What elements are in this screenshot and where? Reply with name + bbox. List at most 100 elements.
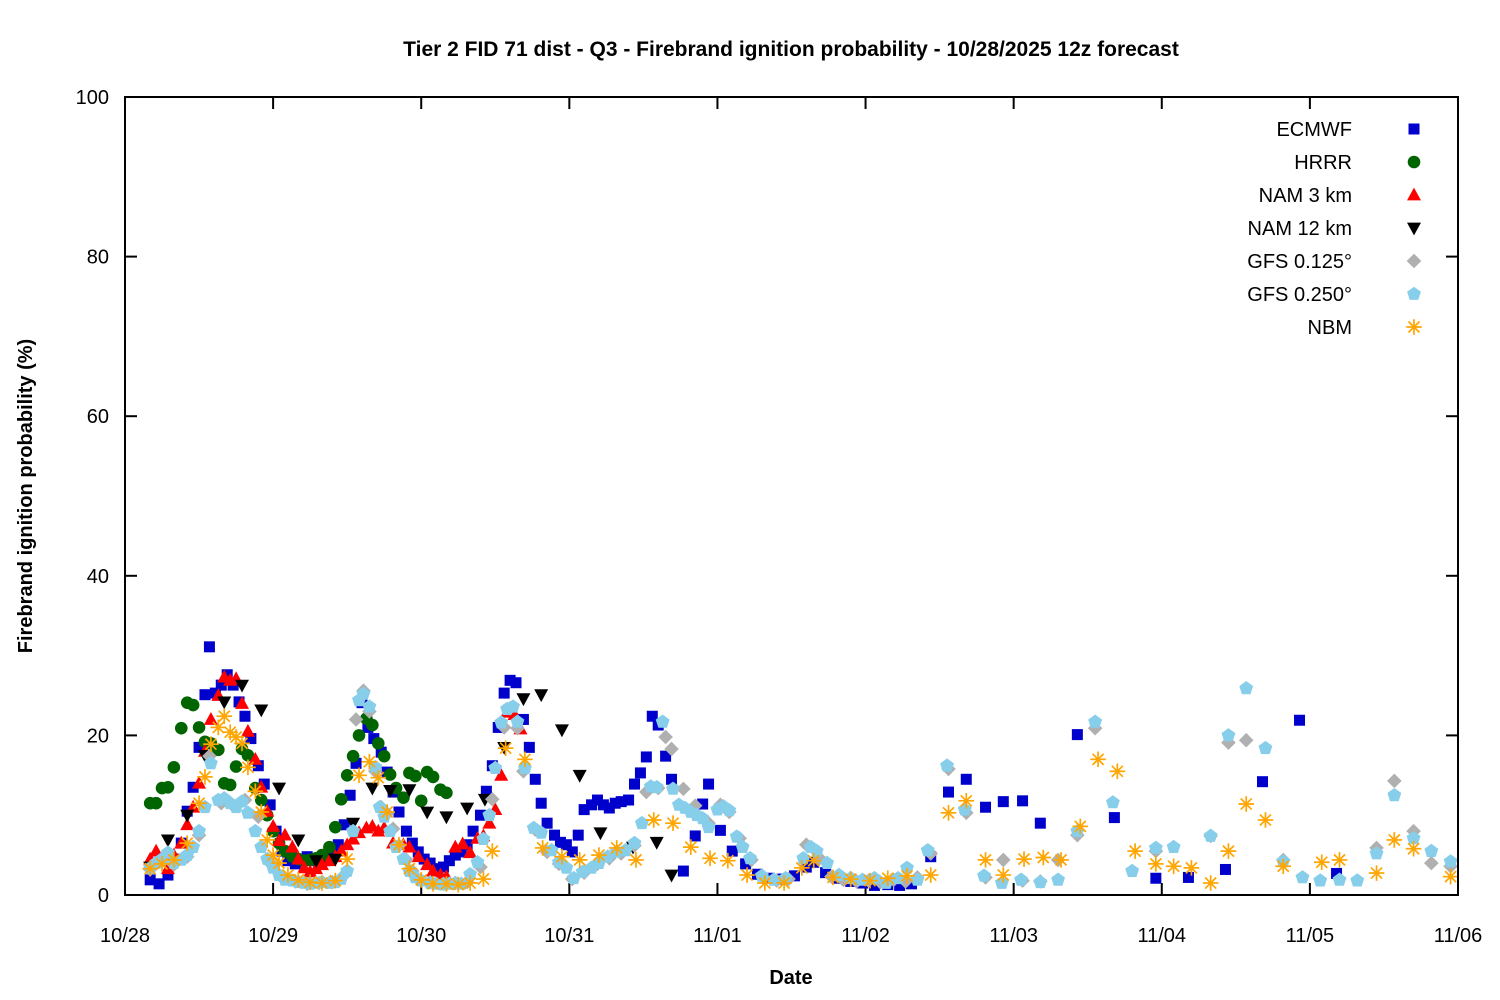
y-tick-label: 80 — [87, 247, 109, 269]
ecmwf-point — [449, 849, 461, 861]
ecmwf-point — [820, 867, 832, 879]
x-tick-label: 10/30 — [396, 925, 446, 947]
ecmwf-point — [406, 837, 418, 849]
series-nbm — [142, 708, 1459, 893]
legend: ECMWF HRRR NAM 3 km NAM 12 km GFS 0.125° GFS … — [1247, 119, 1422, 339]
nam-12km-point — [516, 693, 531, 707]
ecmwf-point — [1294, 714, 1306, 726]
hrrr-point — [223, 778, 237, 792]
gfs-0250-point — [161, 845, 175, 859]
nbm-point — [665, 815, 681, 831]
hrrr-point — [352, 729, 366, 742]
nbm-point — [608, 840, 625, 856]
nbm-point — [517, 751, 533, 768]
nam-12km-point — [365, 782, 380, 796]
nbm-point — [197, 769, 213, 785]
nbm-point — [628, 852, 644, 868]
gfs-0250-point — [241, 805, 255, 819]
nbm-point — [253, 804, 270, 820]
ecmwf-point — [609, 797, 621, 809]
plot-area — [142, 641, 1459, 893]
gfs-0250-point — [488, 760, 503, 774]
gfs-0125-point — [658, 729, 673, 745]
ecmwf-point — [252, 760, 264, 772]
ecmwf-point — [697, 798, 709, 810]
ecmwf-point — [443, 855, 455, 867]
gfs-0250-point — [506, 699, 520, 713]
gfs-0250-point — [701, 819, 716, 834]
nbm-point — [1090, 751, 1106, 768]
nbm-point — [940, 805, 957, 821]
nam-3km-point — [463, 845, 478, 859]
nam-12km-point — [180, 809, 195, 823]
ecmwf-point — [418, 853, 430, 865]
hrrr-point — [229, 760, 243, 773]
ecmwf-point — [578, 804, 590, 816]
ecmwf-point — [894, 879, 906, 891]
nam-3km-point — [455, 836, 470, 850]
nbm-point — [450, 876, 467, 893]
nam-3km-point — [180, 817, 195, 831]
nam-3km-point — [186, 799, 201, 813]
gfs-0125-point — [995, 852, 1011, 868]
legend-label: NBM — [1308, 317, 1352, 339]
nbm-point — [1202, 875, 1219, 891]
ecmwf-point — [245, 733, 257, 745]
gfs-0250-point — [1221, 728, 1236, 742]
nam-3km-point — [482, 815, 497, 829]
nam-3km-point — [314, 857, 329, 871]
ecmwf-point — [560, 839, 572, 851]
x-tick-label: 10/31 — [544, 925, 594, 947]
gfs-0125-point — [1387, 773, 1402, 789]
ecmwf-point — [1219, 863, 1231, 875]
hrrr-point — [212, 743, 225, 757]
gfs-0250-point — [666, 781, 680, 795]
nbm-point — [1331, 852, 1348, 868]
nbm-point — [1053, 852, 1069, 868]
ecmwf-point — [144, 874, 156, 886]
x-tick-label: 11/04 — [1137, 925, 1186, 947]
ecmwf-point — [591, 794, 603, 806]
ecmwf-legend-marker — [1408, 123, 1420, 135]
gfs-0125-point — [676, 781, 691, 797]
series-gfs-0250 — [143, 681, 1458, 891]
gfs-0125-point — [664, 741, 679, 757]
gfs-0250-point — [470, 855, 485, 869]
legend-item-gfs-0250: GFS 0.250° — [1247, 284, 1421, 306]
gfs-0125-point — [1238, 732, 1254, 748]
nbm-point — [484, 843, 501, 859]
ecmwf-point — [203, 641, 215, 653]
nam-3km-point — [203, 712, 218, 725]
nbm-point — [805, 852, 822, 869]
nam-12km-point — [593, 827, 608, 841]
gfs-0250-point — [729, 829, 744, 843]
nam-3km-point — [420, 857, 435, 871]
ecmwf-point — [1331, 867, 1343, 879]
nbm-point — [757, 875, 773, 891]
nam-3km-point — [277, 827, 292, 841]
ecmwf-point — [603, 802, 615, 814]
chart-title: Tier 2 FID 71 dist - Q3 - Firebrand igni… — [403, 38, 1179, 61]
ecmwf-point — [215, 679, 227, 691]
nam-3km-point — [494, 767, 509, 781]
ecmwf-point — [1150, 872, 1162, 884]
ecmwf-point — [498, 687, 510, 699]
gfs-0250-point — [900, 860, 914, 874]
gfs-0250-point — [396, 851, 411, 865]
ecmwf-point — [942, 786, 954, 798]
hrrr-point — [366, 718, 379, 732]
nam-12km-point — [534, 689, 549, 703]
nbm-point — [842, 871, 859, 887]
nbm-point — [1165, 858, 1182, 875]
x-tick-label: 11/03 — [989, 925, 1038, 947]
nam-12km-point — [402, 784, 417, 798]
nbm-point — [1275, 858, 1292, 875]
gfs-0250-point — [977, 868, 991, 882]
ecmwf-point — [332, 839, 344, 851]
nam-3km-point — [285, 839, 300, 853]
nbm-point — [265, 847, 281, 863]
nbm-point — [1183, 860, 1200, 876]
nbm-point — [379, 804, 395, 820]
nam-12km-point — [328, 853, 343, 867]
nbm-point — [280, 867, 296, 883]
